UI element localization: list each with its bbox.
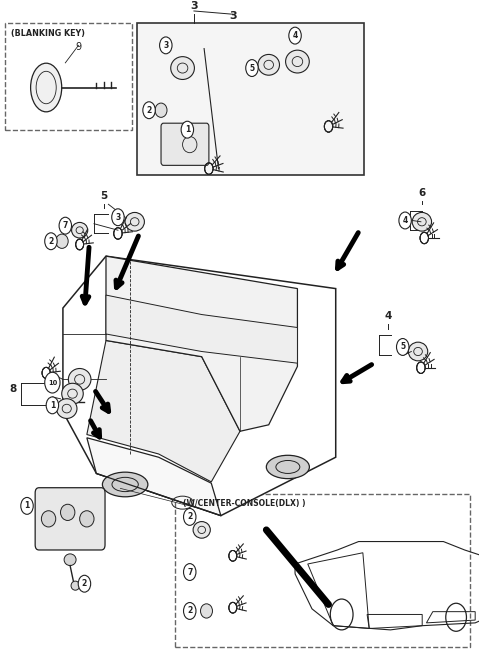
Text: 2: 2 [146, 105, 152, 115]
Ellipse shape [201, 604, 213, 618]
Circle shape [46, 397, 59, 414]
Circle shape [21, 498, 33, 514]
Text: (W/CENTER-CONSOLE(DLX) ): (W/CENTER-CONSOLE(DLX) ) [182, 500, 305, 508]
Circle shape [246, 59, 258, 76]
Circle shape [45, 372, 60, 393]
Text: 9: 9 [75, 42, 82, 52]
Text: 3: 3 [190, 1, 198, 11]
Text: 2: 2 [48, 237, 54, 246]
Text: 4: 4 [403, 216, 408, 225]
Circle shape [45, 233, 57, 250]
Text: 1: 1 [185, 125, 190, 134]
Ellipse shape [41, 511, 56, 527]
Ellipse shape [57, 399, 77, 418]
Ellipse shape [193, 521, 210, 538]
Text: 4: 4 [384, 311, 392, 321]
Ellipse shape [60, 504, 75, 521]
Circle shape [143, 101, 156, 119]
Polygon shape [63, 256, 336, 515]
Ellipse shape [72, 223, 88, 238]
Ellipse shape [408, 342, 428, 361]
Ellipse shape [258, 55, 279, 75]
Text: 8: 8 [9, 384, 16, 394]
Circle shape [183, 509, 196, 525]
Text: 7: 7 [187, 567, 192, 577]
Ellipse shape [171, 57, 194, 80]
Text: 3: 3 [163, 41, 168, 50]
Text: 2: 2 [82, 579, 87, 588]
Ellipse shape [56, 234, 68, 248]
Ellipse shape [412, 212, 432, 231]
Ellipse shape [155, 103, 167, 117]
Circle shape [181, 121, 193, 138]
Circle shape [396, 339, 409, 355]
Circle shape [59, 217, 72, 234]
Ellipse shape [266, 455, 310, 478]
Polygon shape [106, 256, 298, 431]
Circle shape [112, 209, 124, 225]
FancyBboxPatch shape [35, 488, 105, 550]
Polygon shape [106, 295, 298, 363]
Ellipse shape [71, 581, 80, 590]
Ellipse shape [68, 368, 91, 390]
Polygon shape [87, 341, 240, 482]
Text: 1: 1 [24, 501, 30, 510]
Ellipse shape [31, 63, 62, 112]
Text: 7: 7 [62, 221, 68, 230]
Polygon shape [87, 438, 221, 515]
Text: 4: 4 [292, 31, 298, 40]
Circle shape [399, 212, 411, 229]
Circle shape [183, 563, 196, 581]
Text: 2: 2 [187, 513, 192, 521]
Ellipse shape [62, 384, 83, 404]
Text: 5: 5 [250, 63, 254, 72]
Ellipse shape [286, 50, 309, 73]
Circle shape [78, 575, 91, 592]
Text: 3: 3 [229, 11, 237, 21]
Text: 5: 5 [400, 343, 405, 351]
FancyBboxPatch shape [137, 22, 364, 175]
Text: 2: 2 [187, 606, 192, 616]
Ellipse shape [125, 212, 144, 231]
FancyBboxPatch shape [161, 123, 209, 165]
Circle shape [289, 27, 301, 44]
Circle shape [159, 37, 172, 54]
Text: (BLANKING KEY): (BLANKING KEY) [11, 29, 85, 38]
Text: 6: 6 [418, 188, 425, 198]
Text: 5: 5 [100, 191, 107, 201]
Ellipse shape [80, 511, 94, 527]
Text: 10: 10 [48, 380, 57, 386]
Ellipse shape [64, 554, 76, 565]
Circle shape [183, 602, 196, 619]
Text: 3: 3 [115, 213, 120, 221]
Text: 1: 1 [50, 401, 55, 410]
Ellipse shape [102, 472, 148, 497]
